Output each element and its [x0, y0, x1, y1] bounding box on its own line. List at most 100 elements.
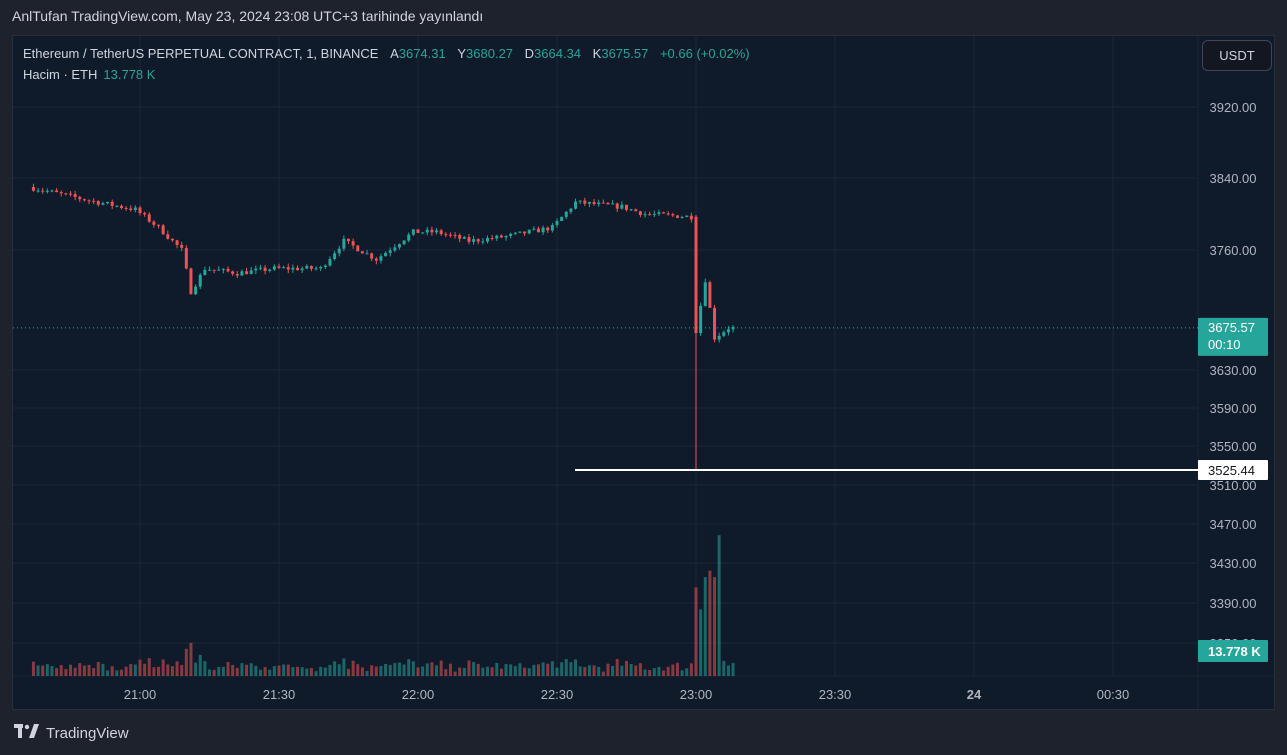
candle-body	[87, 200, 91, 202]
low-label: D	[524, 46, 535, 61]
candle-body	[249, 270, 253, 275]
candle-body	[643, 214, 647, 216]
volume-bar	[129, 664, 133, 676]
volume-bar	[476, 663, 480, 676]
symbol-name[interactable]: Ethereum / TetherUS PERPETUAL CONTRACT, …	[23, 46, 379, 61]
candle-body	[439, 230, 443, 235]
candle-body	[50, 190, 54, 192]
volume-bar	[583, 667, 587, 676]
candle-body	[82, 199, 86, 201]
candle-body	[217, 269, 221, 271]
volume-bar	[472, 662, 476, 676]
candle-body	[486, 238, 489, 242]
volume-bar	[467, 660, 471, 676]
volume-bar	[157, 666, 161, 676]
candle-body	[78, 196, 82, 200]
candle-body	[231, 271, 235, 274]
tradingview-logo-icon[interactable]	[14, 724, 40, 742]
current-price-value: 3675.57	[1208, 320, 1255, 335]
volume-bar	[629, 663, 633, 676]
volume-bar	[703, 577, 707, 676]
candle-body	[106, 201, 110, 204]
candle-body	[652, 213, 656, 215]
volume-bar	[411, 661, 415, 676]
candle-body	[527, 229, 531, 234]
candle-body	[435, 230, 439, 233]
volume-bar	[435, 665, 439, 676]
chart-panel[interactable]: 3920.00 3840.00 3760.00 3630.00 3590.00 3550.…	[12, 35, 1275, 710]
volume-bar	[50, 666, 54, 676]
candle-body	[722, 332, 726, 336]
volume-bar	[69, 664, 72, 676]
candle-body	[495, 235, 499, 239]
candle-body	[397, 244, 401, 248]
volume-bar	[536, 664, 540, 676]
volume-bar	[41, 665, 45, 676]
candle-body	[277, 266, 281, 268]
volume-bar	[680, 670, 684, 676]
candle-body	[170, 238, 174, 241]
price-tick-label: 3390.00	[1210, 596, 1257, 611]
volume-bar	[504, 664, 508, 676]
volume-bar	[351, 660, 355, 676]
candle-body	[462, 237, 466, 239]
volume-bar	[258, 669, 262, 676]
marker-price-value: 3525.44	[1208, 463, 1255, 478]
volume-bar	[453, 671, 457, 676]
currency-button[interactable]: USDT	[1202, 40, 1272, 71]
candle-body	[657, 212, 661, 214]
candle-body	[393, 247, 397, 251]
volume-bar	[523, 667, 527, 676]
volume-bar	[296, 666, 300, 676]
candle-body	[36, 190, 40, 192]
volume-bar	[59, 665, 63, 676]
volume-bar	[110, 666, 114, 676]
candle-body	[92, 200, 96, 202]
candle-body	[198, 274, 202, 287]
published-line: AnlTufan TradingView.com, May 23, 2024 2…	[12, 8, 484, 24]
candle-body	[226, 268, 230, 272]
volume-bar	[277, 665, 281, 676]
volume-bar	[546, 663, 550, 676]
candle-body	[245, 271, 249, 275]
volume-bar	[45, 664, 49, 676]
candle-body	[314, 268, 318, 270]
volume-bar	[713, 577, 717, 676]
volume-bar	[124, 666, 128, 676]
candle-body	[129, 208, 133, 211]
candle-body	[119, 205, 123, 208]
footer-brand[interactable]: TradingView	[46, 724, 129, 742]
candle-body	[620, 204, 624, 209]
volume-bar	[254, 665, 258, 676]
volume-bar	[115, 670, 119, 676]
candlestick-chart[interactable]: 3920.00 3840.00 3760.00 3630.00 3590.00 3550.…	[13, 36, 1275, 710]
volume-bar	[374, 666, 378, 676]
candle-body	[597, 202, 601, 205]
volume-bar	[203, 661, 207, 676]
volume-bar	[180, 664, 184, 676]
candle-body	[625, 204, 628, 210]
volume-bar	[592, 665, 596, 676]
chart-legend: Ethereum / TetherUS PERPETUAL CONTRACT, …	[23, 46, 750, 61]
candle-body	[115, 205, 119, 207]
candle-body	[685, 215, 689, 217]
candle-body	[194, 286, 198, 295]
volume-bar	[652, 668, 656, 676]
volume-bar	[407, 659, 411, 676]
volume-bar	[342, 658, 346, 676]
price-tick-label: 3590.00	[1210, 401, 1257, 416]
candle-body	[717, 335, 721, 340]
candle-body	[291, 267, 295, 270]
volume-bar	[671, 664, 675, 676]
volume-bar	[555, 667, 559, 676]
volume-bar	[393, 663, 397, 676]
volume-bar	[328, 664, 332, 676]
volume-bar	[388, 664, 392, 676]
price-tick-label: 3430.00	[1210, 556, 1257, 571]
volume-label: Hacim · ETH	[23, 67, 98, 82]
candle-body	[564, 211, 568, 217]
candle-body	[161, 225, 165, 235]
volume-bar	[486, 666, 489, 676]
candle-body	[504, 236, 508, 238]
volume-bar	[231, 664, 235, 676]
